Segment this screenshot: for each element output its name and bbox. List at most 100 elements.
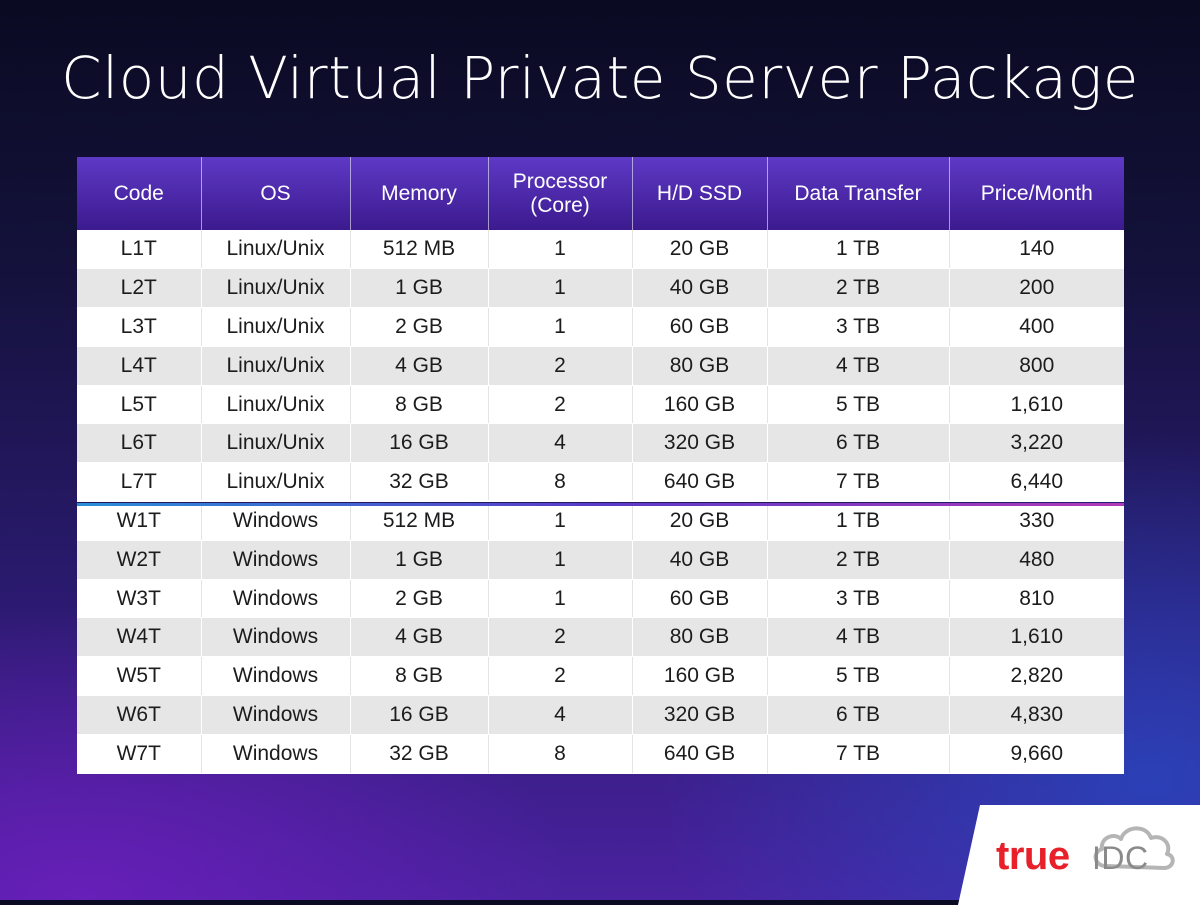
cell-memory: 2 GB xyxy=(350,307,489,347)
cell-code: W1T xyxy=(77,501,202,541)
cell-code: W3T xyxy=(77,579,202,619)
table-body: L1T Linux/Unix 512 MB 1 20 GB 1 TB 140 L2T Linux… xyxy=(77,230,1124,774)
cell-processor: 2 xyxy=(488,656,633,697)
cell-code: W4T xyxy=(77,617,202,658)
cell-os: Linux/Unix xyxy=(201,385,351,425)
cell-price: 6,440 xyxy=(949,462,1124,503)
cell-ssd: 160 GB xyxy=(632,385,768,425)
cell-code: W2T xyxy=(77,540,202,580)
cell-price: 140 xyxy=(949,230,1124,270)
cell-data-transfer: 6 TB xyxy=(767,695,950,735)
cell-price: 480 xyxy=(949,540,1124,580)
cell-memory: 16 GB xyxy=(350,423,489,464)
cell-data-transfer: 3 TB xyxy=(767,307,950,347)
table-row: W1T Windows 512 MB 1 20 GB 1 TB 330 xyxy=(77,501,1124,541)
cell-os: Windows xyxy=(201,617,351,658)
cell-data-transfer: 1 TB xyxy=(767,230,950,270)
cell-ssd: 320 GB xyxy=(632,423,768,464)
cell-ssd: 60 GB xyxy=(632,307,768,347)
cell-code: L3T xyxy=(77,307,202,347)
table-row: L3T Linux/Unix 2 GB 1 60 GB 3 TB 400 xyxy=(77,307,1124,347)
cell-ssd: 160 GB xyxy=(632,656,768,697)
cell-processor: 4 xyxy=(488,423,633,464)
cell-processor: 1 xyxy=(488,307,633,347)
table-row: W6T Windows 16 GB 4 320 GB 6 TB 4,830 xyxy=(77,695,1124,735)
cell-memory: 8 GB xyxy=(350,385,489,425)
cell-processor: 2 xyxy=(488,617,633,658)
cell-ssd: 20 GB xyxy=(632,501,768,541)
table-row: W3T Windows 2 GB 1 60 GB 3 TB 810 xyxy=(77,579,1124,619)
cell-code: L6T xyxy=(77,423,202,464)
cell-memory: 1 GB xyxy=(350,268,489,309)
cell-ssd: 80 GB xyxy=(632,617,768,658)
cell-os: Linux/Unix xyxy=(201,230,351,270)
cell-os: Linux/Unix xyxy=(201,423,351,464)
header-processor: Processor (Core) xyxy=(488,157,633,230)
cell-price: 1,610 xyxy=(949,385,1124,425)
cell-data-transfer: 5 TB xyxy=(767,656,950,697)
cell-ssd: 640 GB xyxy=(632,462,768,503)
cell-data-transfer: 1 TB xyxy=(767,501,950,541)
cell-code: L2T xyxy=(77,268,202,309)
cell-code: L5T xyxy=(77,385,202,425)
cell-os: Windows xyxy=(201,656,351,697)
table-row: W2T Windows 1 GB 1 40 GB 2 TB 480 xyxy=(77,540,1124,580)
cell-ssd: 320 GB xyxy=(632,695,768,735)
cell-os: Linux/Unix xyxy=(201,462,351,503)
table-row: L7T Linux/Unix 32 GB 8 640 GB 7 TB 6,440 xyxy=(77,462,1124,503)
logo-product-text: IDC xyxy=(1092,840,1149,876)
cell-price: 2,820 xyxy=(949,656,1124,697)
cell-processor: 8 xyxy=(488,462,633,503)
cell-price: 3,220 xyxy=(949,423,1124,464)
cell-ssd: 40 GB xyxy=(632,540,768,580)
table-row: W4T Windows 4 GB 2 80 GB 4 TB 1,610 xyxy=(77,617,1124,658)
cell-price: 200 xyxy=(949,268,1124,309)
cell-price: 9,660 xyxy=(949,734,1124,774)
cell-data-transfer: 2 TB xyxy=(767,540,950,580)
cell-price: 400 xyxy=(949,307,1124,347)
cell-processor: 2 xyxy=(488,346,633,386)
cell-price: 800 xyxy=(949,346,1124,386)
cell-processor: 4 xyxy=(488,695,633,735)
cell-processor: 1 xyxy=(488,268,633,309)
cell-data-transfer: 4 TB xyxy=(767,346,950,386)
header-code: Code xyxy=(77,157,202,230)
table-row: W5T Windows 8 GB 2 160 GB 5 TB 2,820 xyxy=(77,656,1124,697)
cell-data-transfer: 2 TB xyxy=(767,268,950,309)
table-row: L6T Linux/Unix 16 GB 4 320 GB 6 TB 3,220 xyxy=(77,423,1124,464)
cell-code: L1T xyxy=(77,230,202,270)
header-memory: Memory xyxy=(350,157,489,230)
cell-os: Linux/Unix xyxy=(201,307,351,347)
cell-os: Windows xyxy=(201,579,351,619)
cell-ssd: 80 GB xyxy=(632,346,768,386)
page-title: Cloud Virtual Private Server Package xyxy=(61,44,1139,112)
table-row: L2T Linux/Unix 1 GB 1 40 GB 2 TB 200 xyxy=(77,268,1124,309)
cell-os: Windows xyxy=(201,501,351,541)
cell-os: Linux/Unix xyxy=(201,268,351,309)
cell-os: Windows xyxy=(201,540,351,580)
header-data-transfer: Data Transfer xyxy=(767,157,950,230)
cell-memory: 2 GB xyxy=(350,579,489,619)
cell-processor: 1 xyxy=(488,540,633,580)
logo-brand-text: true xyxy=(996,834,1070,878)
cell-os: Windows xyxy=(201,695,351,735)
header-price: Price/Month xyxy=(980,181,1093,205)
cell-code: L4T xyxy=(77,346,202,386)
header-os: OS xyxy=(201,157,351,230)
group-separator xyxy=(77,503,1124,506)
header-ssd: H/D SSD xyxy=(632,157,768,230)
table-row: L1T Linux/Unix 512 MB 1 20 GB 1 TB 140 xyxy=(77,230,1124,270)
pricing-table: Code OS Memory Processor (Core) H/D SSD … xyxy=(77,157,1124,774)
cell-memory: 4 GB xyxy=(350,346,489,386)
cell-ssd: 20 GB xyxy=(632,230,768,270)
cell-data-transfer: 7 TB xyxy=(767,462,950,503)
cell-code: W7T xyxy=(77,734,202,774)
cell-processor: 8 xyxy=(488,734,633,774)
cell-memory: 512 MB xyxy=(350,230,489,270)
cell-os: Linux/Unix xyxy=(201,346,351,386)
cell-processor: 1 xyxy=(488,579,633,619)
cell-ssd: 40 GB xyxy=(632,268,768,309)
cell-price: 810 xyxy=(949,579,1124,619)
cell-price: 1,610 xyxy=(949,617,1124,658)
cell-code: W6T xyxy=(77,695,202,735)
